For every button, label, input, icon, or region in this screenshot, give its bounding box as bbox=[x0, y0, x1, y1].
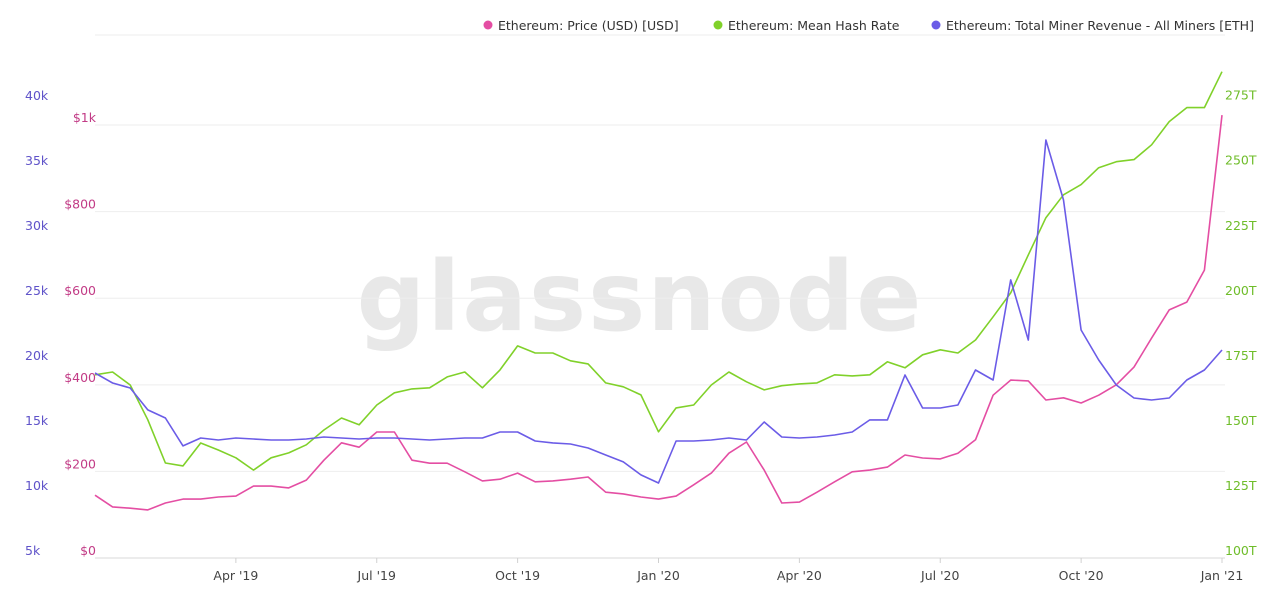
y3-tick-label: 5k bbox=[25, 543, 41, 558]
legend-marker bbox=[483, 20, 493, 30]
x-tick-label: Jul '19 bbox=[357, 568, 396, 583]
legend-marker bbox=[931, 20, 941, 30]
x-tick-label: Jan '21 bbox=[1200, 568, 1244, 583]
x-tick-label: Apr '20 bbox=[777, 568, 822, 583]
x-tick-label: Oct '20 bbox=[1059, 568, 1104, 583]
x-tick-label: Jul '20 bbox=[920, 568, 959, 583]
y-tick-label: $400 bbox=[64, 370, 96, 385]
y3-tick-label: 25k bbox=[25, 283, 49, 298]
x-tick-label: Jan '20 bbox=[636, 568, 680, 583]
watermark: glassnode bbox=[357, 241, 924, 353]
y2-tick-label: 200T bbox=[1225, 283, 1257, 298]
y2-tick-label: 125T bbox=[1225, 478, 1257, 493]
y-tick-label: $600 bbox=[64, 283, 96, 298]
x-tick-label: Apr '19 bbox=[213, 568, 258, 583]
y3-tick-label: 20k bbox=[25, 348, 49, 363]
series-line bbox=[94, 71, 1223, 471]
series-line bbox=[94, 139, 1223, 484]
series-line bbox=[94, 115, 1223, 511]
y2-tick-label: 250T bbox=[1225, 153, 1257, 168]
y2-tick-label: 150T bbox=[1225, 413, 1257, 428]
y2-tick-label: 100T bbox=[1225, 543, 1257, 558]
legend-marker bbox=[713, 20, 723, 30]
y-tick-label: $0 bbox=[80, 543, 96, 558]
legend-text: Ethereum: Price (USD) [USD] bbox=[498, 18, 679, 33]
y2-tick-label: 275T bbox=[1225, 88, 1257, 103]
x-tick-label: Oct '19 bbox=[495, 568, 540, 583]
legend-text: Ethereum: Mean Hash Rate bbox=[728, 18, 900, 33]
y-tick-label: $800 bbox=[64, 197, 96, 212]
y3-tick-label: 10k bbox=[25, 478, 49, 493]
y-tick-label: $1k bbox=[73, 110, 97, 125]
y3-tick-label: 40k bbox=[25, 88, 49, 103]
y-tick-label: $200 bbox=[64, 456, 96, 471]
y3-tick-label: 15k bbox=[25, 413, 49, 428]
y3-tick-label: 35k bbox=[25, 153, 49, 168]
y3-tick-label: 30k bbox=[25, 218, 49, 233]
legend-text: Ethereum: Total Miner Revenue - All Mine… bbox=[946, 18, 1254, 33]
y2-tick-label: 225T bbox=[1225, 218, 1257, 233]
y2-tick-label: 175T bbox=[1225, 348, 1257, 363]
